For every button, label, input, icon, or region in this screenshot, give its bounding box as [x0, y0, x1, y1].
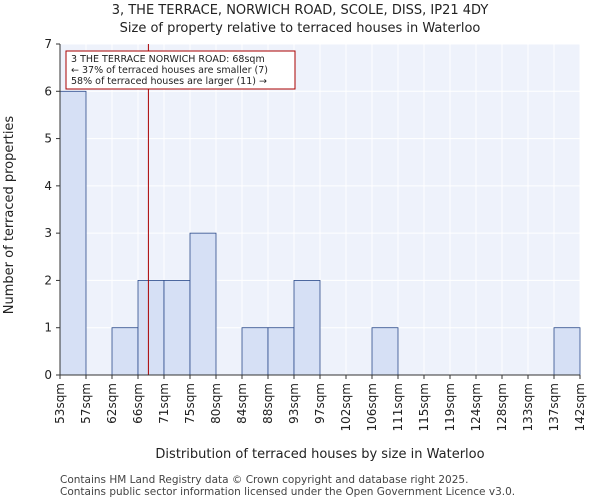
bar-84sqm [241, 327, 269, 376]
bar-106sqm [371, 327, 399, 376]
bar-62sqm [111, 327, 139, 376]
x-tick-label: 75sqm [183, 383, 197, 424]
annotation-line-2: ← 37% of terraced houses are smaller (7) [71, 65, 268, 76]
y-tick-label: 1 [44, 321, 52, 335]
x-tick-label: 115sqm [417, 383, 431, 431]
x-tick-label: 102sqm [339, 383, 353, 431]
x-tick-label: 142sqm [573, 383, 587, 431]
x-tick-label: 124sqm [469, 383, 483, 431]
x-axis-label: Distribution of terraced houses by size … [155, 447, 484, 462]
x-ticks: 53sqm 57sqm 62sqm 66sqm 71sqm 75sqm 80sqm 84sqm… [53, 375, 587, 431]
bar-75sqm [189, 232, 217, 376]
x-tick-label: 106sqm [365, 383, 379, 431]
footer-line-2: Contains public sector information licen… [60, 486, 515, 498]
x-tick-label: 97sqm [313, 383, 327, 424]
x-tick-label: 128sqm [495, 383, 509, 431]
annotation-box: 3 THE TERRACE NORWICH ROAD: 68sqm ← 37% … [65, 50, 296, 90]
chart-subtitle: Size of property relative to terraced ho… [120, 21, 481, 36]
y-tick-label: 3 [44, 226, 52, 240]
y-ticks: 0 1 2 3 4 5 6 7 [44, 37, 60, 382]
x-tick-label: 71sqm [157, 383, 171, 424]
y-tick-label: 6 [44, 84, 52, 98]
y-tick-label: 0 [44, 368, 52, 382]
x-tick-label: 80sqm [209, 383, 223, 424]
x-tick-label: 93sqm [287, 383, 301, 424]
x-tick-label: 66sqm [131, 383, 145, 424]
y-tick-label: 4 [44, 179, 52, 193]
bar-93sqm [293, 280, 321, 376]
x-tick-label: 84sqm [235, 383, 249, 424]
chart-title: 3, THE TERRACE, NORWICH ROAD, SCOLE, DIS… [112, 3, 489, 18]
bar-66sqm [137, 280, 165, 376]
bar-137sqm [553, 327, 581, 376]
bar-88sqm [267, 327, 295, 376]
x-tick-label: 57sqm [79, 383, 93, 424]
y-axis-label: Number of terraced properties [2, 116, 17, 315]
x-tick-label: 88sqm [261, 383, 275, 424]
y-tick-label: 7 [44, 37, 52, 51]
x-tick-label: 111sqm [391, 383, 405, 431]
x-tick-label: 53sqm [53, 383, 67, 424]
bars [59, 90, 581, 376]
y-tick-label: 5 [44, 132, 52, 146]
y-tick-label: 2 [44, 273, 52, 287]
annotation-line-3: 58% of terraced houses are larger (11) → [71, 76, 267, 87]
x-tick-label: 62sqm [105, 383, 119, 424]
x-tick-label: 137sqm [547, 383, 561, 431]
annotation-line-1: 3 THE TERRACE NORWICH ROAD: 68sqm [71, 54, 265, 65]
annotation-border [65, 50, 296, 90]
x-tick-label: 133sqm [521, 383, 535, 431]
bar-53sqm [59, 90, 87, 376]
x-tick-label: 119sqm [443, 383, 457, 431]
footer-line-1: Contains HM Land Registry data © Crown c… [60, 474, 468, 486]
bar-71sqm [163, 280, 191, 376]
